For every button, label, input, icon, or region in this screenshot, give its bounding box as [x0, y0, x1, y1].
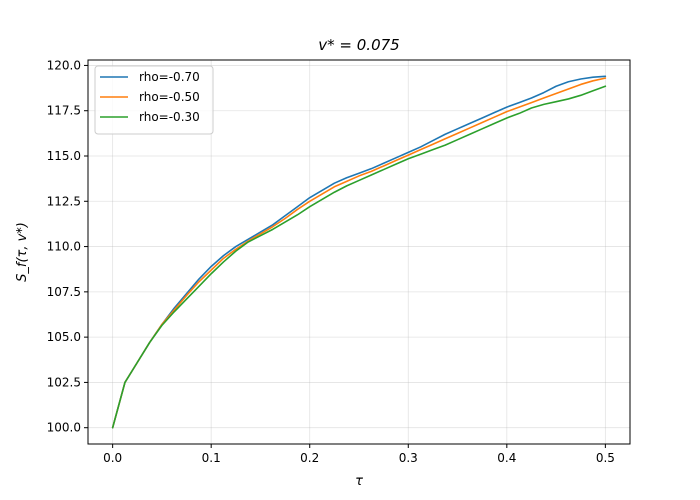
y-axis-ticks: 100.0 102.5 105.0 107.5 110.0 112.5 115.0 117.5…: [47, 58, 88, 435]
x-axis-label: τ: [355, 474, 363, 489]
y-tick-label: 107.5: [47, 285, 81, 299]
y-tick-label: 105.0: [47, 330, 81, 344]
x-tick-label: 0.2: [300, 451, 319, 465]
x-tick-label: 0.1: [202, 451, 221, 465]
x-tick-label: 0.4: [497, 451, 516, 465]
y-tick-label: 112.5: [47, 194, 81, 208]
series-line-1: [111, 77, 607, 429]
x-axis-ticks: 0.0 0.1 0.2 0.3 0.4 0.5: [103, 444, 615, 465]
y-tick-label: 117.5: [47, 104, 81, 118]
legend-items: rho=-0.70 rho=-0.50 rho=-0.30: [100, 70, 200, 124]
legend: rho=-0.70 rho=-0.50 rho=-0.30: [94, 65, 214, 135]
chart-title: v* = 0.075: [318, 36, 399, 54]
y-axis-label: S_f(τ, v*): [15, 222, 30, 282]
legend-label-1: rho=-0.50: [139, 90, 200, 104]
y-tick-label: 110.0: [47, 240, 81, 254]
x-tick-label: 0.0: [103, 451, 122, 465]
y-tick-label: 115.0: [47, 149, 81, 163]
series-line-2: [111, 85, 607, 429]
legend-label-2: rho=-0.30: [139, 110, 200, 124]
y-tick-label: 100.0: [47, 421, 81, 435]
legend-label-0: rho=-0.70: [139, 70, 200, 84]
plot-frame: [87, 59, 631, 445]
series-line-0: [111, 75, 607, 429]
x-tick-label: 0.5: [596, 451, 615, 465]
y-tick-label: 120.0: [47, 58, 81, 72]
x-tick-label: 0.3: [399, 451, 418, 465]
y-tick-label: 102.5: [47, 375, 81, 389]
series-lines: [111, 75, 607, 429]
grid: [88, 60, 630, 444]
